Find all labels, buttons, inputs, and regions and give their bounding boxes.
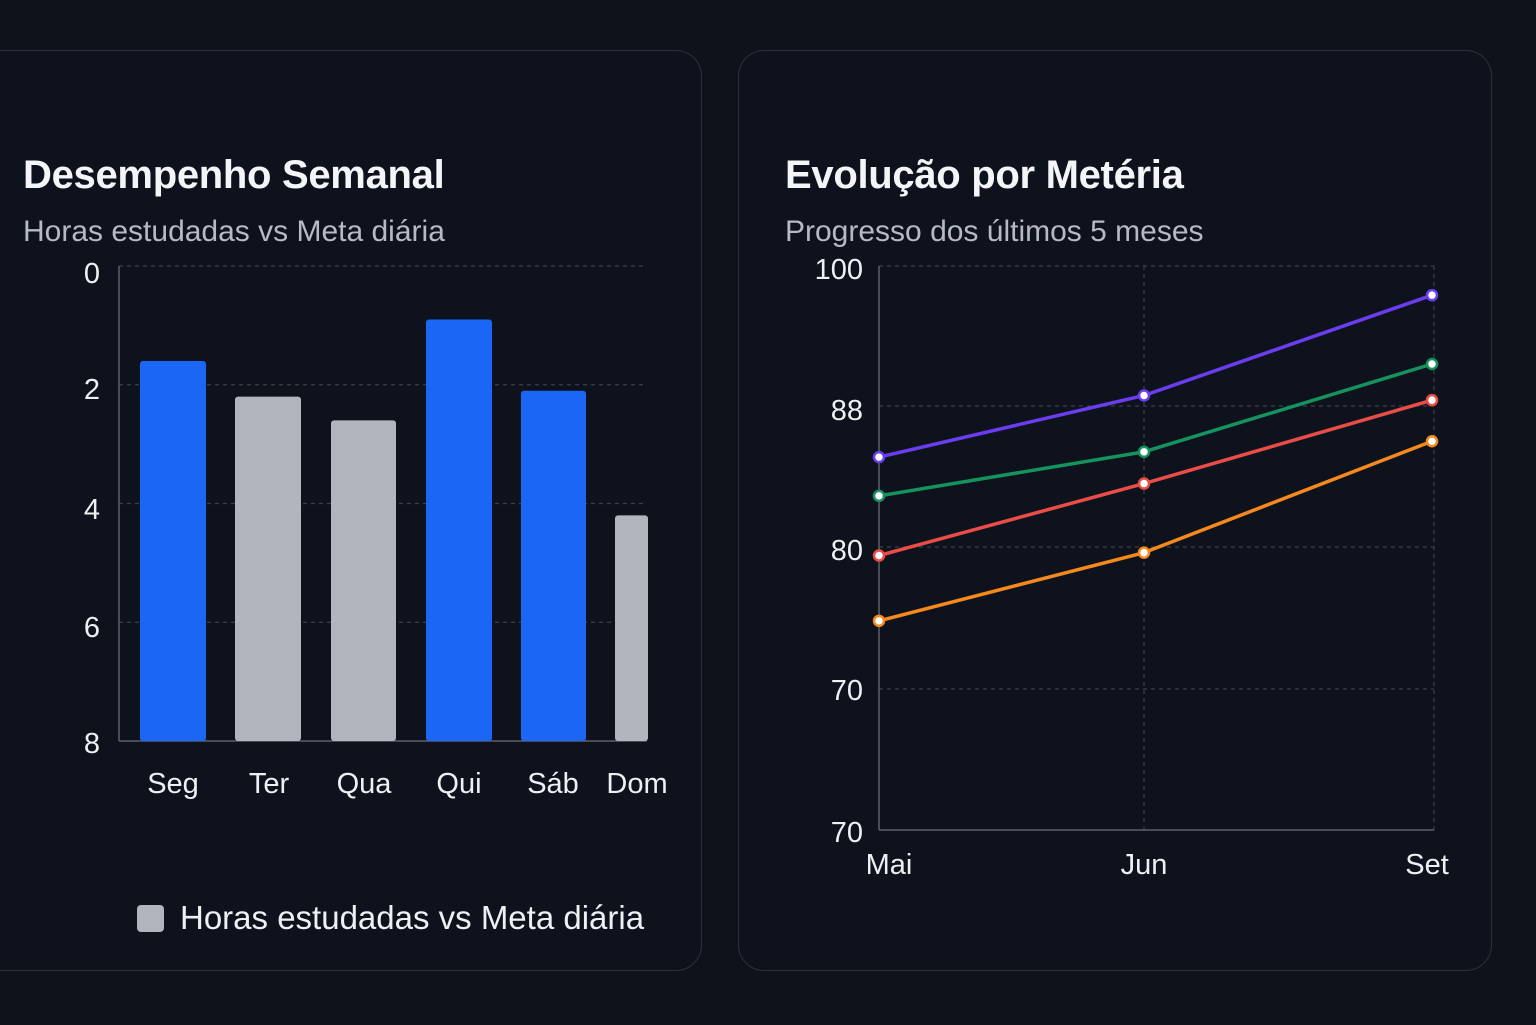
series-2-point — [872, 489, 886, 503]
series-4-point — [1137, 546, 1151, 559]
x-tick-label: Seg — [147, 768, 199, 800]
y-tick-label: 80 — [831, 535, 863, 567]
weekly-performance-subtitle: Horas estudadas vs Meta diária — [23, 215, 445, 248]
series-line-2 — [877, 362, 1434, 498]
y-tick-label: 8 — [84, 728, 100, 760]
y-tick-label: 70 — [831, 817, 863, 849]
bar — [426, 319, 492, 741]
x-tick-label: Jun — [1121, 849, 1168, 881]
legend-swatch — [137, 904, 164, 932]
y-tick-label: 88 — [831, 395, 863, 427]
series-1-point — [1425, 288, 1439, 302]
series-3-point — [1137, 477, 1151, 490]
subject-evolution-title: Evolução por Metéria — [785, 153, 1184, 197]
bar — [235, 396, 301, 741]
y-tick-label: 6 — [84, 612, 100, 644]
series-2-point — [1425, 357, 1439, 371]
series-line-4 — [877, 439, 1434, 623]
y-tick-label: 4 — [84, 494, 100, 526]
subject-evolution-card: Evolução por Metéria Progresso dos últim… — [738, 50, 1492, 971]
y-tick-label: 0 — [84, 258, 100, 290]
weekly-bar-chart: 0 2 4 6 8 Seg Ter Qua Qui Sáb Dom — [84, 258, 668, 800]
x-tick-label: Set — [1405, 849, 1449, 881]
x-tick-label: Mai — [866, 849, 913, 881]
series-line-1 — [877, 293, 1434, 459]
x-tick-label: Qui — [436, 768, 481, 800]
y-tick-label: 100 — [815, 254, 863, 286]
series-1-point — [1137, 389, 1151, 402]
series-4-point — [872, 614, 886, 628]
bar — [331, 420, 396, 741]
legend-label: Horas estudadas vs Meta diária — [180, 899, 645, 936]
x-tick-label: Sáb — [527, 768, 579, 800]
x-tick-label: Dom — [606, 768, 667, 800]
y-tick-label: 70 — [831, 675, 863, 707]
x-tick-label: Ter — [249, 768, 290, 800]
x-tick-label: Qua — [337, 768, 393, 800]
weekly-performance-title: Desempenho Semanal — [23, 153, 445, 197]
series-1-point — [872, 450, 886, 464]
bar — [521, 390, 586, 741]
series-3-point — [1425, 393, 1439, 407]
series-2-point — [1137, 445, 1151, 459]
bar — [140, 361, 206, 741]
bar-chart-legend: Horas estudadas vs Meta diária — [137, 899, 644, 937]
series-3-point — [872, 549, 886, 562]
y-tick-label: 2 — [84, 374, 100, 406]
series-4-point — [1425, 435, 1439, 448]
subject-evolution-subtitle: Progresso dos últimos 5 meses — [785, 215, 1204, 248]
bar — [615, 515, 648, 741]
weekly-performance-card: Desempenho Semanal Horas estudadas vs Me… — [0, 50, 702, 971]
series-line-3 — [877, 398, 1434, 558]
